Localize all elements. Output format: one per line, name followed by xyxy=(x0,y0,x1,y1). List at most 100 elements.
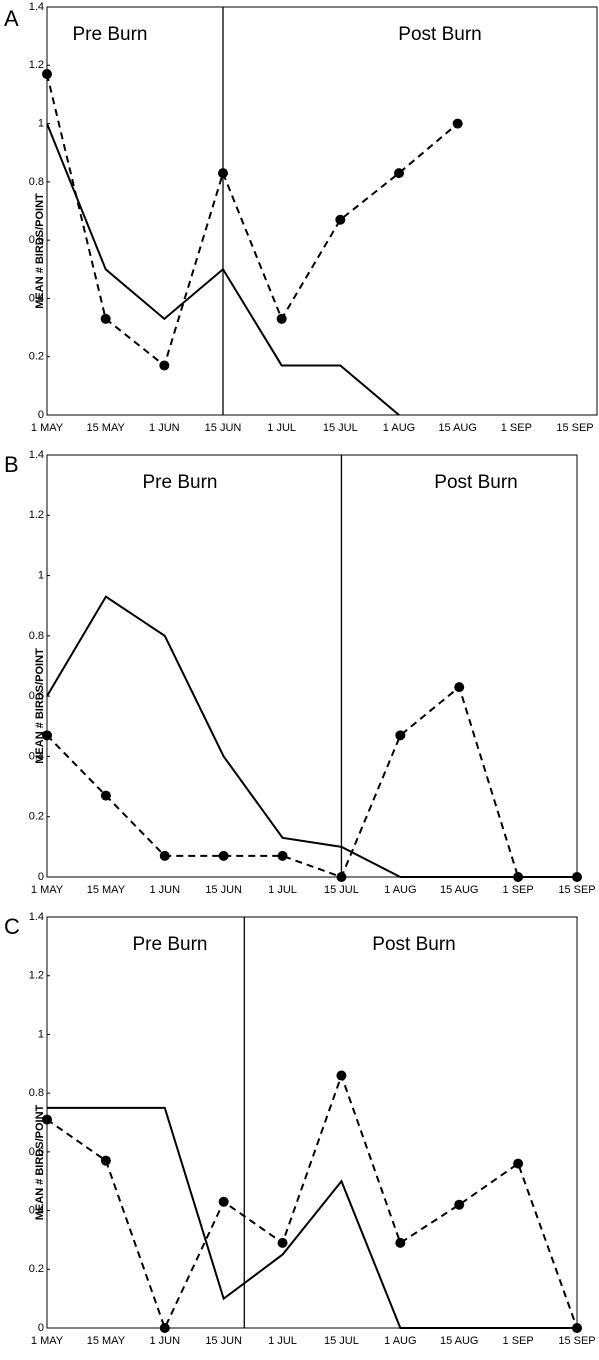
marker xyxy=(277,850,288,861)
x-tick-label: 1 JUN xyxy=(149,1335,180,1347)
x-tick-label: 15 SEP xyxy=(558,884,595,896)
y-tick-label: 1.2 xyxy=(29,509,44,521)
y-tick-label: 0.6 xyxy=(29,690,44,702)
y-tick-label: 1.2 xyxy=(29,970,44,982)
marker xyxy=(42,730,52,741)
plot-frame xyxy=(46,6,598,416)
marker xyxy=(218,1196,229,1207)
annotation: Post Burn xyxy=(372,934,455,955)
y-axis-label: MEAN # BIRDS/POINT xyxy=(34,648,46,764)
x-tick-label: 15 JUL xyxy=(323,422,358,434)
marker xyxy=(42,1114,52,1125)
x-tick-label: 1 MAY xyxy=(31,422,64,434)
x-tick-label: 1 JUL xyxy=(267,422,296,434)
marker xyxy=(100,790,111,801)
series-line xyxy=(46,685,577,879)
y-tick-label: 0 xyxy=(38,1322,44,1334)
panel-label: A xyxy=(4,6,19,31)
annotation: Pre Burn xyxy=(143,472,218,493)
y-tick-label: 0.4 xyxy=(29,1204,44,1216)
x-tick-label: 1 MAY xyxy=(31,884,64,896)
x-tick-label: 15 AUG xyxy=(440,1335,479,1347)
y-tick-label: 1.4 xyxy=(29,911,44,923)
marker xyxy=(454,1199,465,1210)
x-tick-label: 1 JUL xyxy=(268,1335,297,1347)
marker xyxy=(572,872,582,882)
x-tick-label: 15 JUN xyxy=(205,422,242,434)
marker xyxy=(159,850,170,861)
marker xyxy=(454,682,465,693)
marker xyxy=(572,1323,582,1333)
marker xyxy=(513,1158,524,1169)
marker xyxy=(159,1323,170,1333)
marker xyxy=(394,168,404,179)
x-tick-label: 15 MAY xyxy=(87,884,126,896)
marker xyxy=(395,730,406,741)
x-tick-label: 1 JUN xyxy=(149,422,180,434)
y-tick-label: 1.4 xyxy=(29,449,44,461)
marker xyxy=(218,850,229,861)
x-tick-label: 1 SEP xyxy=(503,1335,534,1347)
annotation: Post Burn xyxy=(398,24,481,45)
marker xyxy=(218,168,228,179)
x-tick-label: 1 AUG xyxy=(383,422,415,434)
marker xyxy=(336,872,347,882)
y-tick-label: 0 xyxy=(38,409,44,421)
x-tick-label: 1 SEP xyxy=(501,422,532,434)
y-tick-label: 0.8 xyxy=(29,630,44,642)
x-tick-label: 1 AUG xyxy=(384,884,416,896)
y-tick-label: 0.2 xyxy=(29,351,44,363)
x-tick-label: 1 SEP xyxy=(503,884,534,896)
y-tick-label: 0.6 xyxy=(29,1146,44,1158)
x-tick-label: 1 MAY xyxy=(31,1335,64,1347)
y-tick-label: 0.8 xyxy=(29,1087,44,1099)
y-tick-label: 0.8 xyxy=(29,176,44,188)
x-tick-label: 15 SEP xyxy=(558,1335,595,1347)
x-tick-label: 15 MAY xyxy=(87,1335,126,1347)
series-line xyxy=(46,1072,578,1331)
marker xyxy=(452,118,463,129)
marker xyxy=(395,1237,406,1248)
marker xyxy=(100,313,111,324)
marker xyxy=(513,872,524,882)
y-tick-label: 1 xyxy=(38,1028,44,1040)
annotation: Pre Burn xyxy=(73,24,148,45)
y-tick-label: 0 xyxy=(38,871,44,883)
panel-label: C xyxy=(4,914,20,939)
y-tick-label: 0.4 xyxy=(29,292,44,304)
x-tick-label: 15 JUL xyxy=(324,1335,359,1347)
marker xyxy=(336,1070,347,1081)
annotation: Post Burn xyxy=(434,472,517,493)
x-tick-label: 15 SEP xyxy=(556,422,593,434)
marker xyxy=(277,1237,288,1248)
y-tick-label: 1 xyxy=(38,117,44,129)
series-line xyxy=(47,1106,577,1329)
series-line xyxy=(46,123,400,416)
series-line xyxy=(46,595,577,878)
x-tick-label: 15 AUG xyxy=(438,422,477,434)
y-tick-label: 1.2 xyxy=(29,59,44,71)
x-tick-label: 15 JUN xyxy=(205,1335,242,1347)
annotation: Pre Burn xyxy=(133,934,208,955)
panel-label: B xyxy=(4,452,19,477)
y-tick-label: 1.4 xyxy=(29,1,44,13)
marker xyxy=(159,360,170,371)
plot-frame xyxy=(46,454,578,878)
series-line xyxy=(46,73,459,368)
plot-frame xyxy=(46,916,578,1329)
y-axis-label: MEAN # BIRDS/POINT xyxy=(34,1104,46,1220)
y-tick-label: 1 xyxy=(38,569,44,581)
marker xyxy=(335,214,346,225)
x-tick-label: 15 JUL xyxy=(324,884,359,896)
x-tick-label: 1 AUG xyxy=(384,1335,416,1347)
y-tick-label: 0.2 xyxy=(29,811,44,823)
x-tick-label: 15 JUN xyxy=(205,884,242,896)
x-tick-label: 15 MAY xyxy=(87,422,126,434)
y-axis-label: MEAN # BIRDS/POINT xyxy=(34,193,46,309)
x-tick-label: 1 JUL xyxy=(268,884,297,896)
x-tick-label: 1 JUN xyxy=(149,884,180,896)
y-tick-label: 0.6 xyxy=(29,234,44,246)
marker xyxy=(42,69,52,80)
